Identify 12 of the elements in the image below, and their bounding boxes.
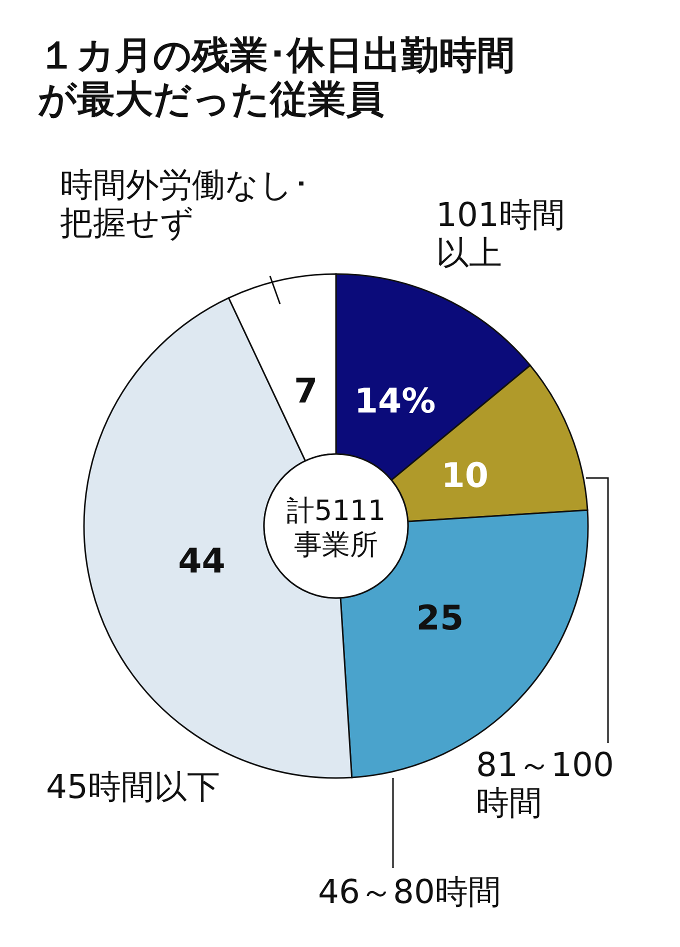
data-label: 7: [294, 372, 318, 412]
slice-label: 時間外労働なし･把握せず: [60, 165, 310, 242]
text: 計5111事業所: [286, 494, 386, 561]
chart-title: １カ月の残業･休日出勤時間が最大だった従業員: [38, 33, 515, 121]
data-label: 44: [178, 541, 226, 582]
data-label: 10: [441, 456, 489, 496]
slice-label: 101時間以上: [436, 195, 565, 272]
slice-label: 45時間以下: [46, 767, 220, 806]
slice-label: 81～100時間: [476, 745, 614, 822]
slice-label: 46～80時間: [318, 872, 501, 911]
data-label: 14%: [354, 381, 436, 422]
data-label: 25: [416, 598, 464, 639]
